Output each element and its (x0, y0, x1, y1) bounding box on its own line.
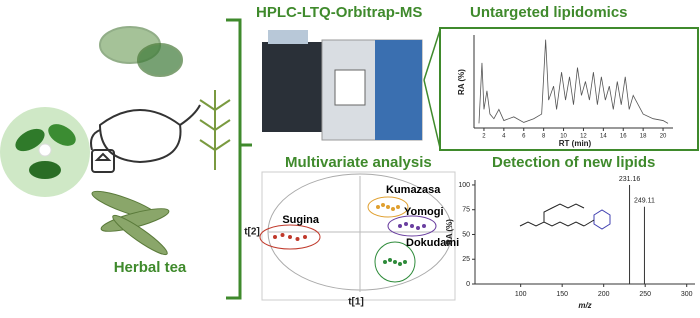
herbal-tea-label: Herbal tea (114, 259, 187, 276)
x-tick-label: 20 (660, 134, 667, 140)
x-tick-label: 2 (482, 134, 486, 140)
sample-point (388, 258, 392, 262)
x-tick-label: 18 (640, 134, 647, 140)
x-tick-label: 14 (600, 134, 607, 140)
x-tick-label: 300 (681, 291, 693, 298)
y-tick-label: 75 (462, 207, 470, 214)
sample-point (391, 207, 395, 211)
x-tick-label: 4 (502, 134, 506, 140)
sample-point (303, 235, 307, 239)
sample-point (273, 235, 277, 239)
y-tick-label: 50 (462, 231, 470, 238)
x-tick-label: 150 (556, 291, 568, 298)
sample-point (416, 226, 420, 230)
group-label: Kumazasa (386, 184, 441, 196)
sample-point (383, 260, 387, 264)
herb-illustrations (0, 26, 231, 256)
x-tick-label: 250 (639, 291, 651, 298)
sample-point (393, 260, 397, 264)
instrument-title: HPLC-LTQ-Orbitrap-MS (256, 4, 422, 21)
group-label: Dokudami (406, 237, 459, 249)
x-tick-label: 10 (560, 134, 567, 140)
x-tick-label: 16 (620, 134, 627, 140)
zoom-lines (423, 29, 441, 149)
detection-title: Detection of new lipids (492, 154, 655, 171)
chromatogram-box (439, 27, 699, 151)
sample-point (422, 224, 426, 228)
lipid-structure (519, 203, 611, 230)
x-tick-label: 100 (515, 291, 527, 298)
sample-point (288, 235, 292, 239)
sample-point (381, 203, 385, 207)
bracket (226, 18, 252, 300)
group-ellipse (367, 196, 409, 218)
lipidomics-title: Untargeted lipidomics (470, 4, 628, 21)
sample-point (404, 222, 408, 226)
pca-ylabel: t[2] (244, 227, 260, 238)
y-axis-label: RA (%) (445, 219, 454, 245)
sample-point (376, 205, 380, 209)
chromatogram-trace (478, 39, 669, 124)
x-tick-label: 12 (580, 134, 587, 140)
sample-point (280, 233, 285, 237)
pca-box (261, 171, 456, 301)
group-label: Yomogi (404, 206, 444, 218)
group-ellipse (259, 224, 321, 250)
sample-point (403, 260, 407, 264)
peak-label: 249.11 (634, 198, 655, 205)
sample-point (386, 205, 390, 209)
sample-point (410, 224, 414, 228)
x-tick-label: 200 (598, 291, 610, 298)
pca-xlabel: t[1] (348, 297, 364, 308)
x-axis-label: RT (min) (559, 139, 592, 148)
y-tick-label: 0 (466, 281, 470, 288)
sample-point (295, 237, 300, 241)
y-tick-label: 100 (458, 182, 470, 189)
multivariate-title: Multivariate analysis (285, 154, 432, 171)
y-tick-label: 25 (462, 256, 470, 263)
sample-point (398, 262, 402, 266)
group-ellipse (387, 215, 437, 237)
y-axis-label: RA (%) (457, 69, 466, 95)
x-axis-label: m/z (578, 301, 591, 310)
group-ellipse (374, 241, 416, 283)
sample-point (396, 205, 400, 209)
instrument (262, 30, 423, 141)
group-label: Sugina (282, 214, 320, 226)
x-tick-label: 8 (542, 134, 546, 140)
x-tick-label: 6 (522, 134, 526, 140)
sample-point (398, 224, 402, 228)
peak-label: 231.16 (619, 176, 641, 183)
